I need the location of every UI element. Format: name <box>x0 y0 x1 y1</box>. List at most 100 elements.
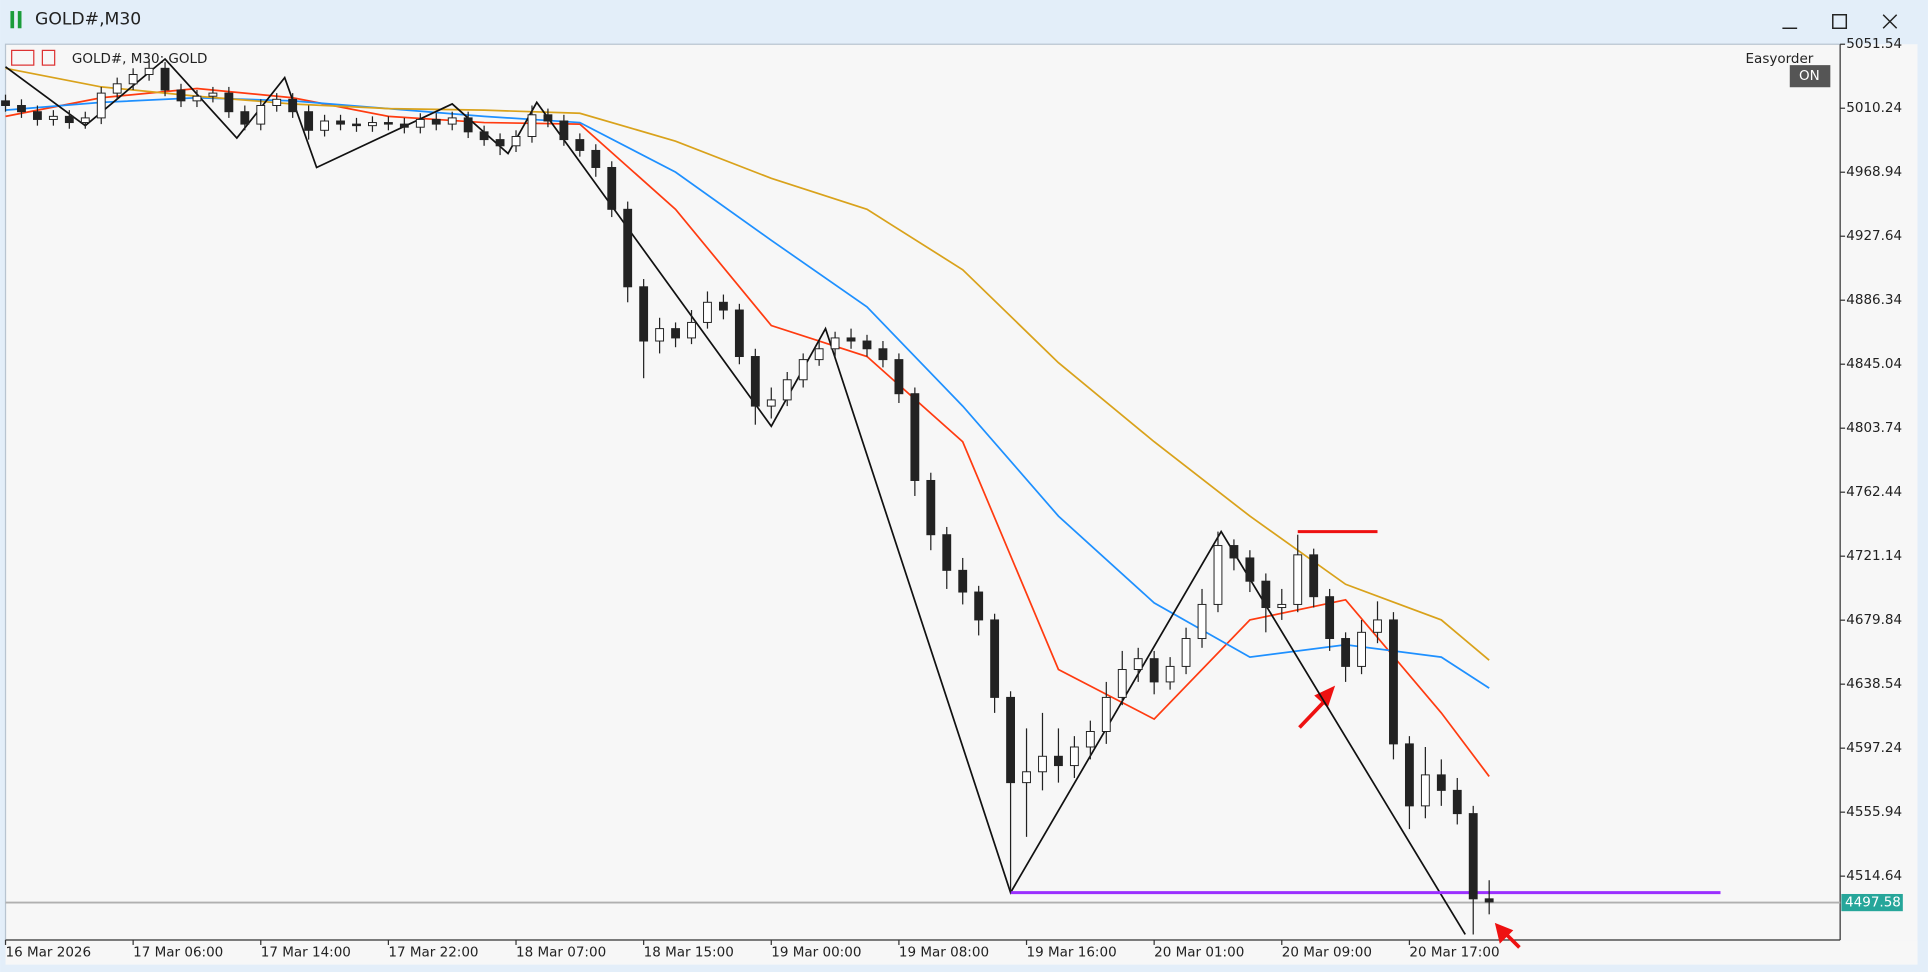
candle-body <box>383 122 393 125</box>
candle-body <box>559 120 569 141</box>
x-tick-label: 19 Mar 08:00 <box>899 944 989 960</box>
candle-body <box>1420 774 1430 807</box>
candle-body <box>368 122 377 127</box>
candle-body <box>687 321 696 339</box>
candle-body <box>431 118 441 125</box>
candle-body <box>447 117 457 125</box>
candle-body <box>1484 898 1494 903</box>
candle-body <box>1085 730 1095 748</box>
candle-body <box>1277 603 1287 609</box>
candle-body <box>1101 696 1111 732</box>
chart-area <box>4 43 1841 941</box>
candle-body <box>495 139 505 147</box>
candle-body <box>64 115 74 124</box>
candle-body <box>304 111 314 131</box>
y-tick-label: 4845.04 <box>1846 356 1902 372</box>
x-tick-label: 17 Mar 22:00 <box>388 944 478 960</box>
y-tick-label: 4927.64 <box>1846 228 1902 244</box>
candle-body <box>1 100 10 106</box>
x-tick-label: 19 Mar 16:00 <box>1027 944 1117 960</box>
candle-body <box>1293 554 1303 605</box>
candle-body <box>1325 596 1335 640</box>
y-tick-label: 4803.74 <box>1846 420 1902 436</box>
candle-body <box>1149 658 1159 683</box>
x-tick-label: 19 Mar 00:00 <box>771 944 861 960</box>
candle-body <box>782 379 792 401</box>
candle-body <box>1436 774 1446 791</box>
candle-body <box>942 534 952 571</box>
candle-body <box>958 569 968 593</box>
candle-body <box>160 67 170 91</box>
candle-body <box>1197 603 1207 640</box>
candle-body <box>224 92 234 113</box>
candle-body <box>415 118 425 128</box>
easyorder-label: Easyorder <box>1746 51 1814 67</box>
candle-body <box>1389 619 1398 745</box>
chart-symbol: GOLD#, M30: GOLD <box>72 51 208 67</box>
candle-body <box>734 309 744 358</box>
x-tick-label: 20 Mar 09:00 <box>1282 944 1372 960</box>
candle-body <box>671 328 680 339</box>
candle-body <box>623 208 633 288</box>
candle-body <box>639 286 649 342</box>
close-button[interactable] <box>1882 14 1898 29</box>
candle-body <box>144 67 154 76</box>
candle-body <box>272 98 282 106</box>
y-tick-label: 5010.24 <box>1846 100 1902 116</box>
candle-body <box>1468 813 1478 900</box>
candle-body <box>1006 696 1016 784</box>
on-button[interactable] <box>1789 65 1831 88</box>
candle-body <box>1133 658 1143 671</box>
on-button-label[interactable]: ON <box>1799 68 1820 84</box>
candle-body <box>511 136 521 147</box>
candle-body <box>1452 789 1462 815</box>
candle-body <box>208 92 218 97</box>
candle-body <box>750 356 760 407</box>
candle-body <box>176 89 186 102</box>
candle-body <box>990 619 1000 698</box>
y-tick-label: 4514.64 <box>1846 868 1902 884</box>
x-tick-label: 20 Mar 17:00 <box>1409 944 1499 960</box>
candle-body <box>607 166 617 210</box>
candle-body <box>1022 771 1031 784</box>
candle-body <box>479 131 489 141</box>
candle-body <box>575 139 585 151</box>
candle-body <box>894 359 904 395</box>
x-tick-label: 16 Mar 2026 <box>6 944 92 960</box>
candle-body <box>1404 743 1414 807</box>
candle-body <box>240 111 250 125</box>
candle-body <box>1117 669 1127 698</box>
candle-body <box>1181 638 1191 667</box>
x-tick-label: 17 Mar 06:00 <box>133 944 223 960</box>
menu-icon[interactable] <box>11 49 56 66</box>
candle-body <box>766 399 776 407</box>
candle-body <box>862 340 872 350</box>
candle-body <box>1165 665 1175 683</box>
candle-body <box>80 117 90 124</box>
candle-body <box>352 123 361 127</box>
scrollbar <box>1917 44 1928 941</box>
candle-body <box>1341 638 1351 667</box>
candle-body <box>17 105 26 113</box>
candle-body <box>1357 631 1366 667</box>
candle-body <box>655 328 665 342</box>
price-axis-area <box>1840 44 1918 941</box>
candle-body <box>878 348 888 361</box>
candle-body <box>288 98 298 113</box>
y-tick-label: 4555.94 <box>1846 804 1902 820</box>
candle-body <box>1038 755 1047 773</box>
candle-body <box>527 114 537 137</box>
y-tick-label: 4597.24 <box>1846 740 1902 756</box>
x-tick-label: 17 Mar 14:00 <box>261 944 351 960</box>
y-tick-label: 4679.84 <box>1846 612 1902 628</box>
y-tick-label: 4638.54 <box>1846 676 1902 692</box>
candle-body <box>399 123 409 128</box>
x-tick-label: 18 Mar 15:00 <box>644 944 734 960</box>
maximize-button[interactable] <box>1832 14 1848 30</box>
candle-body <box>96 92 106 119</box>
candle-body <box>336 120 345 125</box>
window-title: GOLD#,M30 <box>35 10 141 30</box>
candle-body <box>48 115 58 120</box>
candle-body <box>1054 755 1063 767</box>
